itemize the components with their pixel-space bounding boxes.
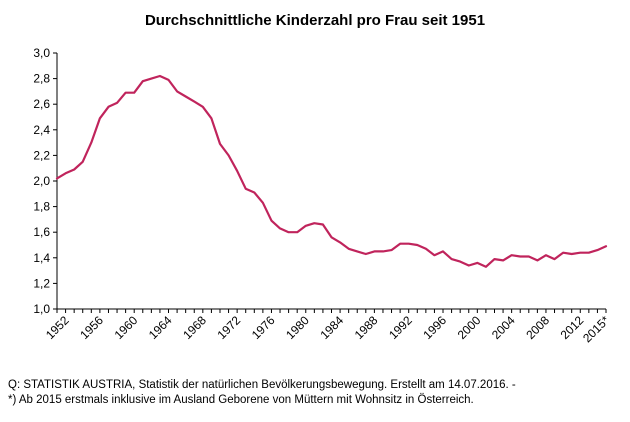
x-tick-label: 2004 xyxy=(489,313,518,342)
chart-axes xyxy=(56,53,606,310)
chart-series xyxy=(55,74,608,268)
y-tick-label: 1,0 xyxy=(33,302,50,316)
y-tick-label: 1,2 xyxy=(33,276,50,290)
y-tick-label: 2,8 xyxy=(33,72,50,86)
x-tick-label: 1960 xyxy=(112,313,141,342)
y-tick-label: 2,6 xyxy=(33,97,50,111)
fertility-line-chart: 1,01,21,41,61,82,02,22,42,62,83,0 1952 19… xyxy=(33,46,612,345)
x-tick-label: 2000 xyxy=(455,313,484,342)
chart-title: Durchschnittliche Kinderzahl pro Frau se… xyxy=(144,12,486,29)
x-tick-label: 1976 xyxy=(249,313,278,342)
y-axis-ticks: 1,0 1,2 1,4 1,6 1,8 2,0 2,2 2,4 2,6 2,8 3,0 xyxy=(33,46,57,316)
x-tick-label: 1980 xyxy=(283,313,312,342)
x-tick-label: 1964 xyxy=(146,313,175,342)
x-tick-label: 1956 xyxy=(77,313,106,342)
x-tick-label: 2015* xyxy=(580,313,612,345)
y-tick-label: 2,0 xyxy=(33,174,50,188)
x-tick-label: 1952 xyxy=(43,313,72,342)
y-tick-label: 1,4 xyxy=(33,251,50,265)
x-tick-label: 1988 xyxy=(352,313,381,342)
x-tick-label: 1972 xyxy=(214,313,243,342)
source-note: Q: STATISTIK AUSTRIA, Statistik der natü… xyxy=(8,378,516,408)
fertility-rate-line xyxy=(55,74,608,268)
source-line-2: *) Ab 2015 erstmals inklusive im Ausland… xyxy=(8,394,474,406)
x-tick-label: 1984 xyxy=(317,313,346,342)
y-tick-label: 2,2 xyxy=(33,148,50,162)
y-tick-label: 3,0 xyxy=(33,46,50,60)
x-tick-label: 2008 xyxy=(523,313,552,342)
y-tick-label: 2,4 xyxy=(33,123,50,137)
y-tick-label: 1,8 xyxy=(33,200,50,214)
y-tick-label: 1,6 xyxy=(33,225,50,239)
x-tick-label: 1996 xyxy=(420,313,449,342)
source-line-1: Q: STATISTIK AUSTRIA, Statistik der natü… xyxy=(8,379,516,391)
x-tick-label: 1992 xyxy=(386,313,415,342)
x-axis-ticks: 1952 1956 1960 1964 1968 1972 1976 1980 1984 1988… xyxy=(43,309,612,345)
x-tick-label: 1968 xyxy=(180,313,209,342)
